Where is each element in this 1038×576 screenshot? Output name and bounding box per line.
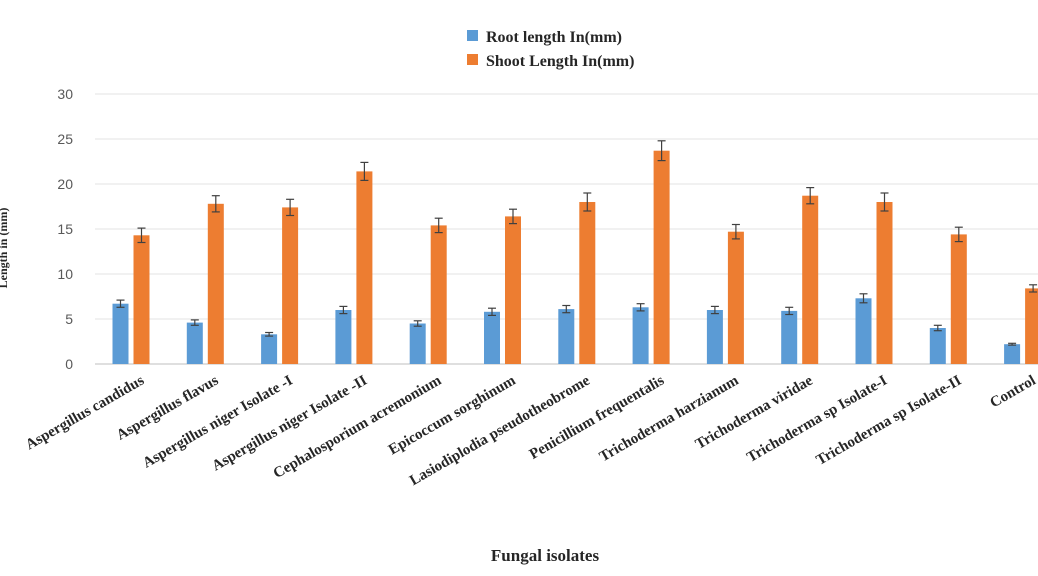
bar-shoot-length [356,171,373,364]
x-category-label: Control [988,373,1038,412]
error-bar [286,198,295,217]
error-bar [954,226,963,243]
bar-root-length [484,311,500,364]
y-tick-label: 15 [57,221,73,237]
y-tick-label: 30 [57,86,73,102]
bar-shoot-length [653,150,670,364]
bars [112,140,1038,364]
x-category-label: Aspergillus candidus [23,373,147,454]
error-bar [137,227,146,244]
bar-shoot-length [802,195,819,364]
bar-shoot-length [505,216,521,364]
error-bar [488,307,496,316]
y-axis-title: Length in (mm) [0,208,10,289]
bar-root-length [112,303,129,364]
bar-shoot-length [727,231,744,364]
bar-shoot-length [133,235,150,364]
error-bar [731,223,740,240]
bar-root-length [335,310,352,364]
y-axis-ticks: 0 5 10 15 20 25 30 [57,86,73,372]
legend-swatch-shoot [467,54,478,65]
error-bar [785,306,794,316]
error-bar [562,304,571,314]
legend: Root length In(mm) Shoot Length In(mm) [467,29,634,70]
y-tick-label: 20 [57,176,73,192]
error-bar [211,195,220,213]
error-bar [710,305,719,315]
error-bar [933,324,942,332]
error-bar [339,305,348,315]
error-bar [190,319,199,326]
bar-root-length [261,334,278,364]
x-axis-title: Fungal isolates [491,546,600,565]
legend-label-root: Root length In(mm) [486,29,622,46]
bar-shoot-length [579,202,596,364]
error-bar [636,303,645,312]
error-bar [509,208,517,225]
bar-shoot-length [282,207,299,364]
bar-root-length [781,310,798,364]
error-bar [1008,342,1017,346]
y-tick-label: 5 [65,311,73,327]
error-bar [859,293,868,304]
x-category-label: Penicillium frequentalis [527,373,667,463]
bar-shoot-length [430,225,447,364]
error-bar [583,192,592,212]
error-bar [1029,284,1038,293]
bar-root-length [186,322,203,364]
x-category-label: Trichoderma harzianum [597,372,742,465]
error-bar [265,331,274,337]
bar-root-length [632,307,649,364]
bar-root-length [409,323,426,364]
bar-root-length [706,310,723,364]
error-bar [434,217,443,234]
bar-root-length [1004,344,1021,364]
y-tick-label: 0 [65,356,73,372]
error-bar [806,187,815,205]
legend-label-shoot: Shoot Length In(mm) [486,53,634,70]
error-bar [880,192,889,212]
error-bar [116,299,125,308]
y-tick-label: 10 [57,266,73,282]
bar-shoot-length [1025,288,1038,364]
bar-root-length [929,328,946,364]
x-category-label: Epicoccum sorghinum [386,372,519,458]
bar-root-length [855,298,872,364]
gridlines [95,93,1038,365]
error-bar [657,140,666,162]
bar-root-length [558,309,575,364]
error-bar [413,320,422,327]
y-tick-label: 25 [57,131,73,147]
error-bar [360,161,369,181]
bar-shoot-length [950,234,967,364]
legend-swatch-root [467,30,478,41]
bar-shoot-length [207,203,224,364]
bar-shoot-length [876,202,893,364]
